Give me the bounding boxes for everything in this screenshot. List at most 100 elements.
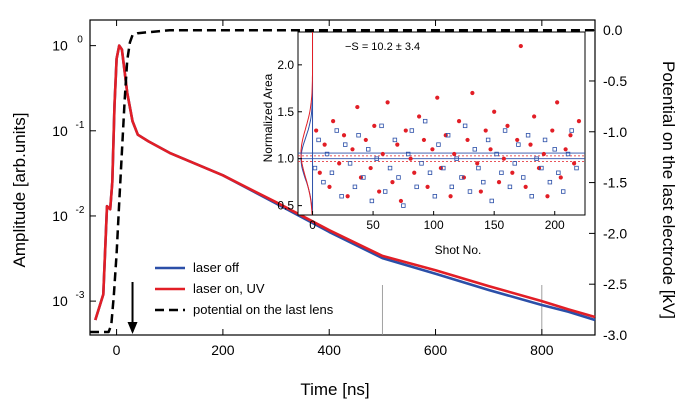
inset-point-red-38	[483, 128, 488, 133]
inset-point-red-35	[470, 90, 475, 96]
inset-x-tick-label-3: 150	[484, 218, 504, 232]
inset-point-red-11	[363, 137, 368, 143]
inset-point-blue-41	[494, 151, 499, 157]
inset-point-red-48	[528, 142, 533, 147]
main-series-group	[90, 28, 596, 334]
y2-axis-label: Potential on the last electrode [kV]	[659, 61, 678, 319]
inset-frame	[297, 31, 586, 216]
inset-point-red-18	[395, 142, 400, 147]
inset-point-red-37	[478, 189, 483, 194]
inset-point-blue-2	[321, 179, 326, 185]
inset-point-blue-35	[467, 189, 473, 194]
inset-point-red-25	[425, 184, 430, 189]
inset-point-red-19	[398, 198, 404, 204]
inset-point-blue-51	[539, 165, 544, 171]
y-tick-label-1: 10	[52, 123, 68, 139]
inset-point-blue-45	[512, 161, 517, 166]
inset-point-blue-42	[499, 170, 504, 175]
inset-point-blue-39	[485, 137, 491, 143]
inset-point-red-0	[314, 128, 319, 133]
inset-point-red-14	[377, 189, 382, 194]
inset-point-red-7	[345, 194, 350, 199]
legend: laser off laser on, UV potential on the la…	[155, 260, 334, 317]
inset-point-blue-7	[343, 142, 348, 147]
y-tick-exponent-2: -2	[76, 205, 85, 216]
inset-point-blue-25	[422, 118, 428, 124]
inset-point-red-55	[558, 175, 563, 180]
inset-point-blue-36	[472, 147, 478, 152]
inset-point-red-39	[488, 147, 493, 152]
inset-point-blue-20	[401, 203, 406, 208]
inset-point-blue-13	[369, 198, 375, 204]
inset-point-blue-29	[441, 165, 446, 171]
inset-point-blue-3	[324, 151, 330, 157]
inset-point-blue-58	[569, 128, 574, 133]
inset-point-blue-9	[352, 184, 358, 190]
x-tick-label-1: 200	[211, 342, 235, 358]
arrow-head	[127, 322, 138, 334]
inset-point-blue-32	[454, 156, 459, 161]
inset-point-red-40	[492, 109, 497, 114]
inset-point-blue-49	[529, 194, 534, 199]
inset-point-blue-21	[405, 151, 411, 157]
x-tick-label-0: 0	[113, 342, 121, 358]
legend-label-1: laser on, UV	[193, 281, 265, 296]
inset-point-red-49	[532, 114, 537, 119]
inset-point-red-57	[568, 133, 573, 138]
inset-point-red-3	[327, 184, 332, 189]
inset-x-axis-label: Shot No.	[435, 243, 482, 257]
inset-y-tick-label-3: 2.0	[277, 58, 294, 72]
inset-point-blue-56	[561, 189, 566, 194]
y-tick-label-3: 10	[52, 293, 68, 309]
inset-point-red-53	[550, 128, 555, 133]
y2-tick-label-1: -0.5	[603, 73, 627, 89]
inset-plot: 0 50 100 150 200 0.5 1.0 1.5 2.0	[277, 31, 586, 232]
inset-point-red-54	[555, 100, 560, 105]
inset-point-red-24	[421, 137, 427, 143]
y2-tick-label-0: 0.0	[603, 22, 623, 38]
inset-point-red-22	[412, 170, 417, 175]
inset-point-blue-53	[547, 179, 553, 185]
inset-point-blue-14	[374, 156, 379, 161]
inset-point-blue-40	[489, 198, 494, 204]
inset-point-red-6	[341, 133, 347, 138]
inset-point-blue-37	[476, 165, 481, 171]
inset-point-red-31	[452, 151, 457, 157]
inset-point-blue-0	[312, 165, 318, 171]
y2-tick-label-3: -1.5	[603, 175, 627, 191]
inset-point-red-43	[505, 123, 510, 128]
inset-point-red-50	[536, 165, 542, 171]
inset-point-blue-1	[316, 137, 321, 143]
inset-point-red-29	[443, 133, 448, 138]
inset-point-blue-52	[542, 137, 548, 143]
legend-label-2: potential on the last lens	[193, 302, 334, 317]
inset-point-blue-33	[459, 175, 464, 180]
inset-point-red-10	[358, 175, 364, 180]
inset-point-blue-59	[574, 165, 579, 171]
inset-point-blue-44	[507, 184, 513, 190]
x-tick-label-2: 400	[318, 342, 342, 358]
inset-point-blue-12	[366, 147, 371, 152]
y-tick-exponent-0: 0	[77, 35, 83, 46]
series-line-2	[90, 28, 595, 334]
inset-point-red-59	[576, 119, 582, 124]
y2-tick-label-2: -1.0	[603, 124, 627, 140]
inset-point-blue-48	[525, 133, 531, 138]
inset-point-red-47	[523, 184, 528, 189]
inset-point-blue-57	[565, 151, 571, 157]
legend-label-0: laser off	[193, 260, 239, 275]
inset-point-blue-27	[432, 194, 438, 199]
inset-point-red-41	[496, 180, 502, 185]
inset-x-tick-label-2: 100	[424, 218, 444, 232]
inset-point-red-51	[541, 151, 546, 157]
inset-point-blue-18	[392, 137, 398, 143]
inset-y-tick-label-0: 0.5	[277, 199, 294, 213]
inset-point-blue-22	[409, 128, 415, 133]
inset-point-blue-8	[347, 161, 353, 166]
inset-point-blue-16	[382, 189, 388, 194]
inset-y-tick-label-1: 1.0	[277, 152, 294, 166]
y2-tick-label-4: -2.0	[603, 225, 627, 241]
inset-distribution-red	[300, 32, 313, 216]
inset-point-red-15	[380, 151, 385, 157]
